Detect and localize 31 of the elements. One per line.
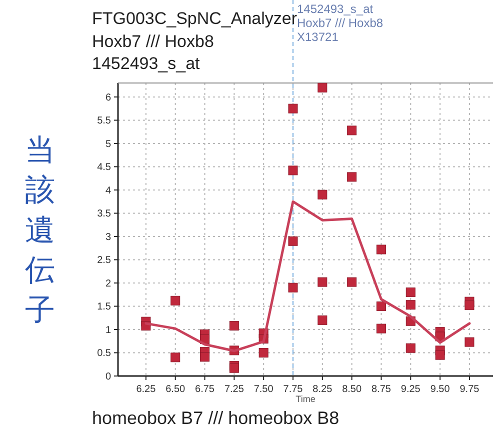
x-tick-label: 6.75 <box>195 384 215 395</box>
x-tick-label: 6.25 <box>136 384 156 395</box>
y-tick-label: 4.5 <box>97 162 112 174</box>
y-tick-label: 6 <box>105 92 112 104</box>
x-tick-label: 8.50 <box>342 384 362 395</box>
ref-line-label: 1452493_s_at Hoxb7 /// Hoxb8 X13721 <box>297 2 384 44</box>
y-tick-label: 0 <box>105 372 112 382</box>
y-tick-label: 1.5 <box>97 302 112 313</box>
y-tick-label: 5 <box>105 138 112 150</box>
text: homeobox B7 /// homeobox B8 <box>92 408 340 427</box>
y-tick-label: 3 <box>105 232 112 243</box>
x-axis-title: Time <box>296 394 316 404</box>
chart-subtitle: Hoxb7 /// Hoxb8 1452493_s_at <box>92 32 214 73</box>
y-tick-label: 3.5 <box>97 208 112 220</box>
chart-title: FTG003C_SpNC_Analyzer <box>92 9 298 28</box>
y-tick-label: 4 <box>105 185 112 196</box>
x-tick-label: 9.25 <box>400 384 421 395</box>
y-tick-label: 0.5 <box>97 348 112 360</box>
x-tick-label: 7.25 <box>224 384 244 395</box>
x-tick-label: 8.25 <box>312 384 333 395</box>
y-tick-label: 2 <box>105 278 112 290</box>
x-tick-label: 8.75 <box>372 384 392 395</box>
x-tick-label: 6.50 <box>166 384 186 395</box>
y-tick-label: 1 <box>105 324 112 336</box>
x-tick-label: 7.75 <box>283 384 304 395</box>
x-tick-label: 9.75 <box>460 384 480 395</box>
x-tick-label: 7.50 <box>254 384 274 395</box>
y-axis-title: 当該遺伝子 <box>25 133 55 328</box>
y-tick-label: 2.5 <box>97 255 112 266</box>
x-tick-label: 9.50 <box>430 384 450 395</box>
y-tick-label: 5.5 <box>97 116 112 127</box>
